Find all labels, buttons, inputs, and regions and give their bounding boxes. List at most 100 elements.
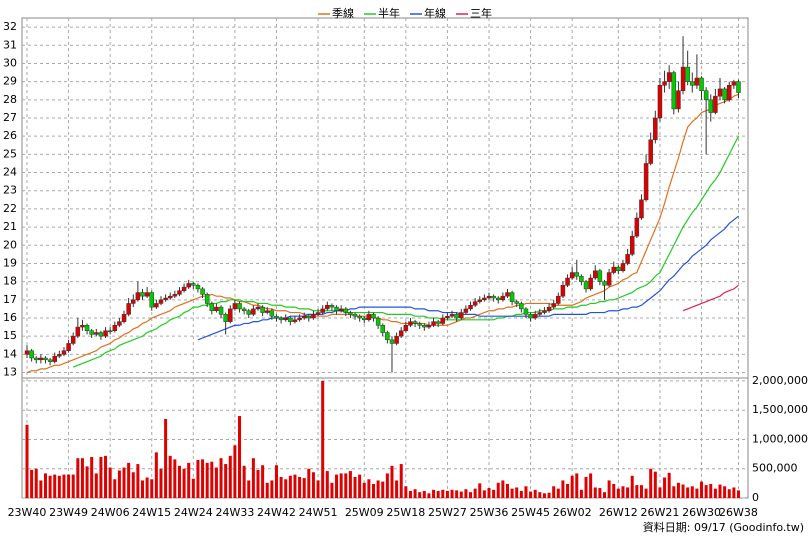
- candle-body: [283, 317, 288, 321]
- candle-body: [269, 310, 275, 317]
- volume-bar: [579, 489, 583, 498]
- candle-body: [311, 314, 316, 319]
- volume-bar: [501, 480, 505, 498]
- volume-bar: [62, 474, 66, 498]
- candle-body: [556, 295, 561, 304]
- candle-body: [459, 312, 464, 319]
- candle-body: [149, 292, 154, 308]
- candle-body: [713, 95, 718, 113]
- x-tick-label: 24W06: [91, 506, 130, 519]
- x-tick-label: 26W38: [719, 506, 758, 519]
- y-tick-label: 28: [3, 93, 17, 106]
- candle-body: [634, 217, 640, 237]
- volume-bar: [713, 488, 717, 498]
- candle-body: [297, 317, 302, 321]
- y-tick-label: 30: [3, 56, 17, 69]
- candle-body: [560, 285, 566, 297]
- volume-bar: [108, 467, 112, 498]
- candle-body: [103, 330, 108, 337]
- candle-body: [144, 292, 150, 297]
- candle-body: [472, 301, 478, 306]
- x-tick-label: 24W51: [299, 506, 338, 519]
- volume-bar: [469, 492, 473, 498]
- volume-bar: [113, 479, 117, 498]
- candle-body: [385, 332, 390, 341]
- candle-body: [172, 294, 178, 297]
- candle-body: [154, 303, 159, 308]
- candle-body: [167, 295, 173, 299]
- volume-bar: [616, 488, 620, 498]
- x-tick-label: 24W24: [174, 506, 213, 519]
- volume-bar: [288, 475, 292, 498]
- volume-bar: [214, 467, 218, 498]
- candle-body: [426, 325, 432, 328]
- volume-bar: [265, 482, 269, 498]
- volume-bar: [404, 486, 408, 498]
- volume-bar: [127, 462, 131, 498]
- y-tick-label: 29: [3, 75, 17, 88]
- x-tick-label: 23W40: [8, 506, 47, 519]
- volume-bar: [48, 475, 52, 498]
- candle-body: [440, 317, 446, 324]
- volume-tick-label: 0: [752, 491, 759, 504]
- volume-bar: [362, 482, 366, 498]
- volume-bar: [390, 465, 394, 498]
- candle-body: [329, 305, 335, 308]
- candle-body: [408, 321, 413, 326]
- volume-bar: [575, 473, 579, 498]
- volume-bar: [399, 464, 403, 498]
- candle-body: [209, 303, 215, 311]
- ma-line: [682, 284, 739, 312]
- candle-body: [352, 314, 358, 317]
- volume-bar: [177, 465, 181, 498]
- candle-body: [680, 66, 686, 91]
- volume-bar: [251, 458, 255, 498]
- candle-body: [671, 72, 677, 110]
- volume-bar: [104, 455, 108, 498]
- candle-body: [431, 321, 436, 326]
- ma-line: [72, 135, 740, 368]
- volume-bar: [519, 490, 523, 498]
- candle-body: [500, 295, 506, 301]
- candle-body: [251, 308, 256, 315]
- volume-bar: [168, 455, 172, 498]
- candle-body: [602, 281, 607, 286]
- x-tick-label: 25W36: [470, 506, 509, 519]
- candle-body: [579, 275, 584, 282]
- volume-bar: [367, 479, 371, 498]
- volume-bar: [639, 485, 643, 498]
- candle-body: [685, 66, 690, 82]
- candle-body: [445, 315, 450, 319]
- volume-bar: [34, 468, 38, 498]
- candle-body: [736, 81, 741, 93]
- candle-body: [52, 355, 57, 362]
- volume-bar: [695, 488, 699, 498]
- candle-body: [717, 88, 723, 97]
- candle-body: [398, 330, 404, 337]
- volume-bar: [182, 468, 186, 498]
- volume-bar: [621, 486, 625, 498]
- volume-bar: [76, 458, 80, 498]
- candle-body: [38, 357, 44, 361]
- volume-bar: [510, 488, 514, 498]
- volume-bar: [261, 465, 265, 498]
- volume-bar: [478, 483, 482, 498]
- candle-body: [246, 310, 252, 315]
- candle-body: [422, 325, 427, 328]
- volume-bar: [432, 489, 436, 498]
- candle-body: [463, 308, 469, 313]
- x-tick-label: 24W42: [257, 506, 296, 519]
- candle-body: [126, 303, 131, 315]
- volume-bar: [686, 487, 690, 498]
- volume-bar: [709, 483, 713, 498]
- volume-bar: [422, 490, 426, 498]
- candle-body: [375, 317, 381, 326]
- volume-bar: [270, 480, 274, 498]
- volume-bar: [455, 490, 459, 498]
- volume-bar: [427, 493, 431, 498]
- volume-bar: [284, 479, 288, 498]
- volume-bar: [335, 474, 339, 498]
- candle-body: [657, 85, 663, 119]
- volume-bar: [607, 480, 611, 498]
- x-tick-label: 25W18: [386, 506, 425, 519]
